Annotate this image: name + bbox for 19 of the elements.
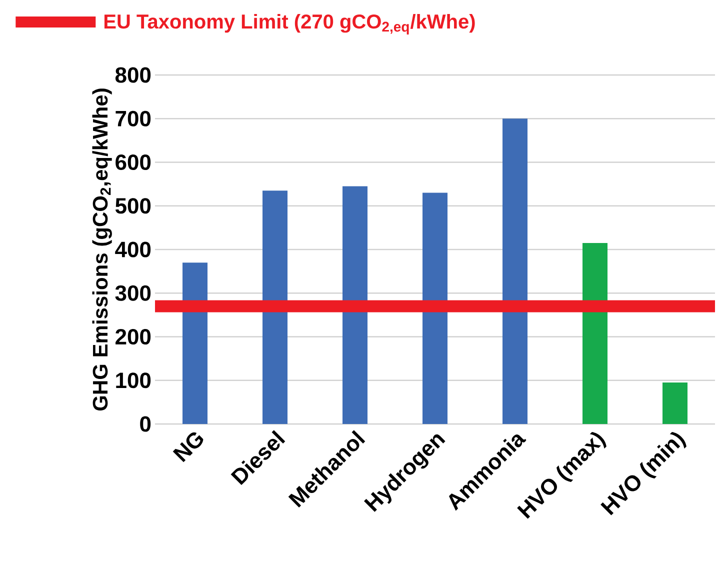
y-tick-label: 400 — [115, 242, 151, 258]
legend-label: EU Taxonomy Limit (270 gCO$_{2,eq}$/kWhe) — [104, 14, 475, 34]
bar — [582, 242, 608, 424]
bar — [502, 118, 528, 424]
bar — [342, 186, 368, 424]
bar — [662, 382, 688, 424]
y-tick-label: 600 — [116, 154, 151, 170]
y-tick-label: 0 — [140, 416, 151, 432]
y-tick-label: 300 — [115, 285, 151, 301]
bar — [262, 190, 288, 424]
y-tick-label: 800 — [115, 67, 151, 83]
bar — [422, 192, 448, 424]
y-tick-label: 500 — [115, 198, 151, 214]
y-axis-title: GHG Emissions (gCO$_{2}$,eq/kWhe) — [92, 88, 112, 410]
y-tick-label: 100 — [116, 372, 151, 388]
bar — [182, 262, 208, 424]
x-tick-label: NG — [172, 432, 204, 462]
y-tick-label: 700 — [116, 110, 151, 126]
y-tick-label: 200 — [116, 328, 151, 345]
